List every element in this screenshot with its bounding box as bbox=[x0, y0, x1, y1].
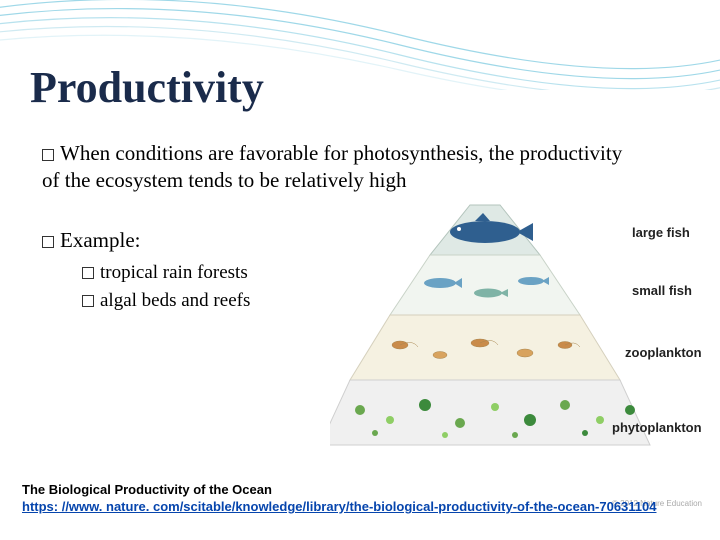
sub-bullet-1: tropical rain forests bbox=[82, 262, 248, 284]
bullet-item-2: Example: bbox=[42, 228, 140, 253]
sub-2-text: algal beds and reefs bbox=[100, 290, 250, 311]
reference-link[interactable]: https: //www. nature. com/scitable/knowl… bbox=[22, 499, 656, 514]
bullet-box-icon bbox=[82, 295, 94, 307]
bullet-2-text: Example: bbox=[60, 228, 140, 252]
pyramid-label-large-fish: large fish bbox=[632, 225, 690, 240]
bullet-box-icon bbox=[82, 267, 94, 279]
pyramid-label-zooplankton: zooplankton bbox=[625, 345, 702, 360]
bullet-box-icon bbox=[42, 236, 54, 248]
bullet-1-text: When conditions are favorable for photos… bbox=[42, 141, 622, 192]
bullet-item-1: When conditions are favorable for photos… bbox=[42, 140, 642, 195]
slide-title: Productivity bbox=[30, 62, 264, 113]
food-pyramid-diagram: large fish small fish zooplankton phytop… bbox=[330, 195, 700, 455]
bullet-box-icon bbox=[42, 149, 54, 161]
pyramid-label-phytoplankton: phytoplankton bbox=[612, 420, 702, 435]
reference-title: The Biological Productivity of the Ocean bbox=[22, 482, 272, 497]
reference-block: The Biological Productivity of the Ocean… bbox=[22, 482, 656, 516]
sub-1-text: tropical rain forests bbox=[100, 262, 248, 283]
sub-bullet-2: algal beds and reefs bbox=[82, 290, 250, 312]
pyramid-label-small-fish: small fish bbox=[632, 283, 692, 298]
